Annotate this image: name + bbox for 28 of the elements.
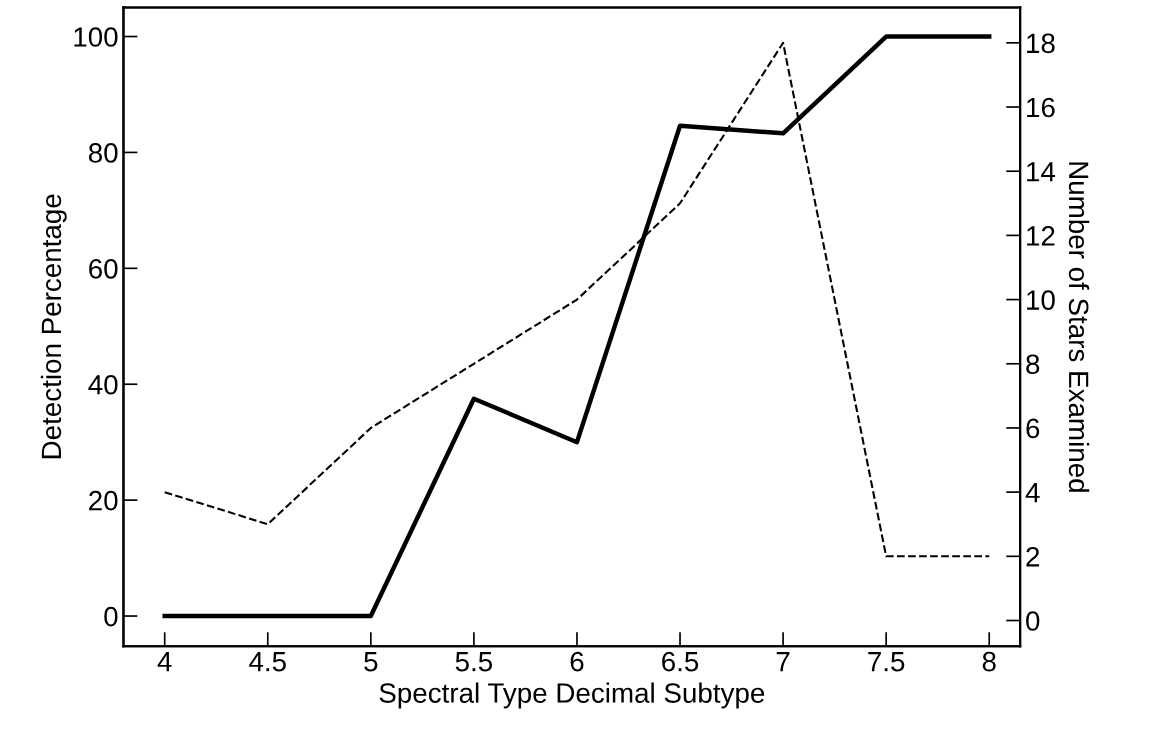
x-tick-label: 7 xyxy=(776,652,790,672)
y2-tick-label: 10 xyxy=(1027,290,1055,310)
x-tick-label: 7.5 xyxy=(868,652,905,672)
y2-axis-title: Number of Stars Examined xyxy=(1068,162,1090,492)
y-tick-label: 40 xyxy=(88,374,118,395)
y2-tick-label: 16 xyxy=(1027,97,1055,118)
y-tick-label: 0 xyxy=(104,606,118,627)
y2-tick-label: 18 xyxy=(1027,33,1055,54)
x-tick-label: 5.5 xyxy=(455,652,493,672)
x-tick-label: 5 xyxy=(364,652,378,672)
y2-tick-label: 0 xyxy=(1026,611,1040,631)
x-tick-label: 4 xyxy=(157,652,172,672)
y2-tick-label: 6 xyxy=(1026,418,1040,439)
x-axis-title: Spectral Type Decimal Subtype xyxy=(379,682,765,709)
y-axis-title: Detection Percentage xyxy=(40,194,67,459)
y2-tick-label: 14 xyxy=(1027,162,1056,182)
y-tick-label: 80 xyxy=(88,143,118,163)
y2-tick-label: 8 xyxy=(1026,354,1040,375)
y-tick-label: 20 xyxy=(89,490,118,511)
x-tick-label: 8 xyxy=(982,651,996,672)
x-tick-label: 4.5 xyxy=(249,652,286,672)
y2-tick-label: 12 xyxy=(1027,226,1055,246)
y-tick-label: 60 xyxy=(89,259,118,279)
x-tick-label: 6 xyxy=(570,651,584,672)
y2-tick-label: 2 xyxy=(1026,546,1040,567)
y2-tick-label: 4 xyxy=(1025,483,1040,503)
x-tick-label: 6.5 xyxy=(662,651,699,672)
y-tick-label: 100 xyxy=(74,27,118,47)
